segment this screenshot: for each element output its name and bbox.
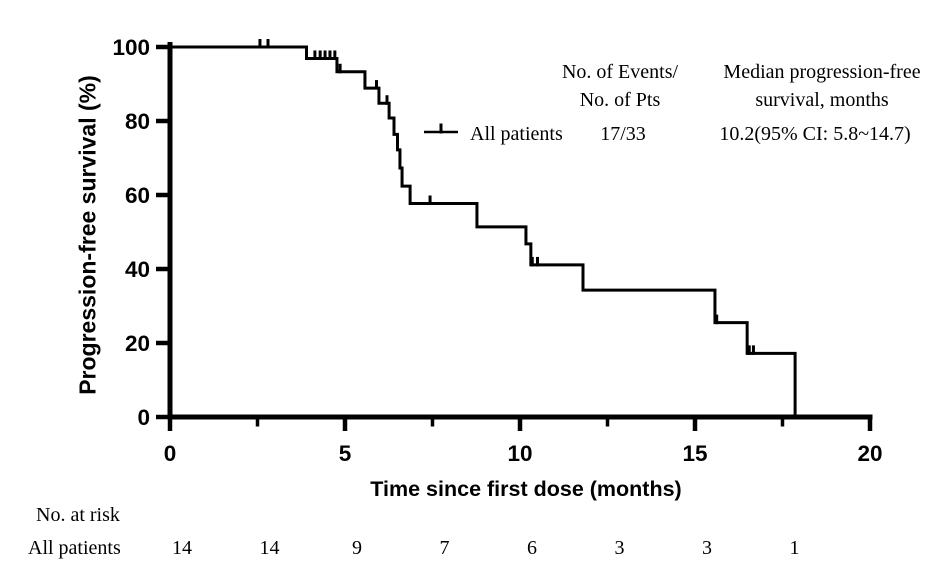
km-curve bbox=[170, 45, 797, 417]
risk-table-title: No. at risk bbox=[36, 504, 120, 526]
legend-median-header: Median progression-free survival, months bbox=[723, 58, 920, 114]
y-axis-title: Progression-free survival (%) bbox=[74, 75, 101, 395]
km-step-path bbox=[170, 45, 797, 417]
risk-value: 14 bbox=[172, 537, 192, 559]
legend-events-header-line2: No. of Pts bbox=[579, 89, 661, 111]
x-axis-title: Time since first dose (months) bbox=[370, 477, 682, 501]
risk-value: 1 bbox=[789, 537, 800, 559]
risk-value: 9 bbox=[352, 537, 362, 559]
legend-events-value: 17/33 bbox=[600, 123, 646, 145]
axis-ticks bbox=[156, 44, 873, 431]
risk-row-label: All patients bbox=[28, 537, 121, 559]
y-tick-label: 100 bbox=[112, 35, 150, 60]
y-tick-label: 40 bbox=[125, 257, 150, 282]
y-tick-label: 80 bbox=[125, 109, 150, 134]
risk-value: 14 bbox=[259, 537, 280, 559]
risk-value: 3 bbox=[614, 537, 625, 559]
x-tick-label: 0 bbox=[164, 441, 177, 466]
risk-value: 3 bbox=[702, 537, 712, 559]
legend-series-label: All patients bbox=[470, 123, 563, 145]
risk-value: 6 bbox=[527, 537, 537, 559]
x-tick-label: 15 bbox=[682, 441, 707, 466]
y-tick-label: 20 bbox=[125, 331, 150, 356]
risk-value: 7 bbox=[439, 537, 450, 559]
censor-ticks bbox=[258, 39, 755, 355]
x-tick-label: 20 bbox=[857, 441, 882, 466]
y-tick-label: 60 bbox=[125, 183, 150, 208]
y-tick-label: 0 bbox=[137, 405, 150, 430]
axis-tick-labels: 0 5 10 15 20 0 20 40 60 80 100 bbox=[112, 35, 882, 466]
legend-median-header-line2: survival, months bbox=[755, 89, 889, 111]
legend-events-header: No. of Events/ No. of Pts bbox=[562, 58, 678, 114]
x-tick-label: 10 bbox=[507, 441, 532, 466]
legend-median-value: 10.2(95% CI: 5.8~14.7) bbox=[719, 123, 911, 145]
x-tick-label: 5 bbox=[339, 441, 352, 466]
legend-events-header-line1: No. of Events/ bbox=[561, 61, 679, 83]
legend-key-icon bbox=[424, 123, 458, 134]
legend-median-header-line1: Median progression-free bbox=[723, 61, 921, 83]
